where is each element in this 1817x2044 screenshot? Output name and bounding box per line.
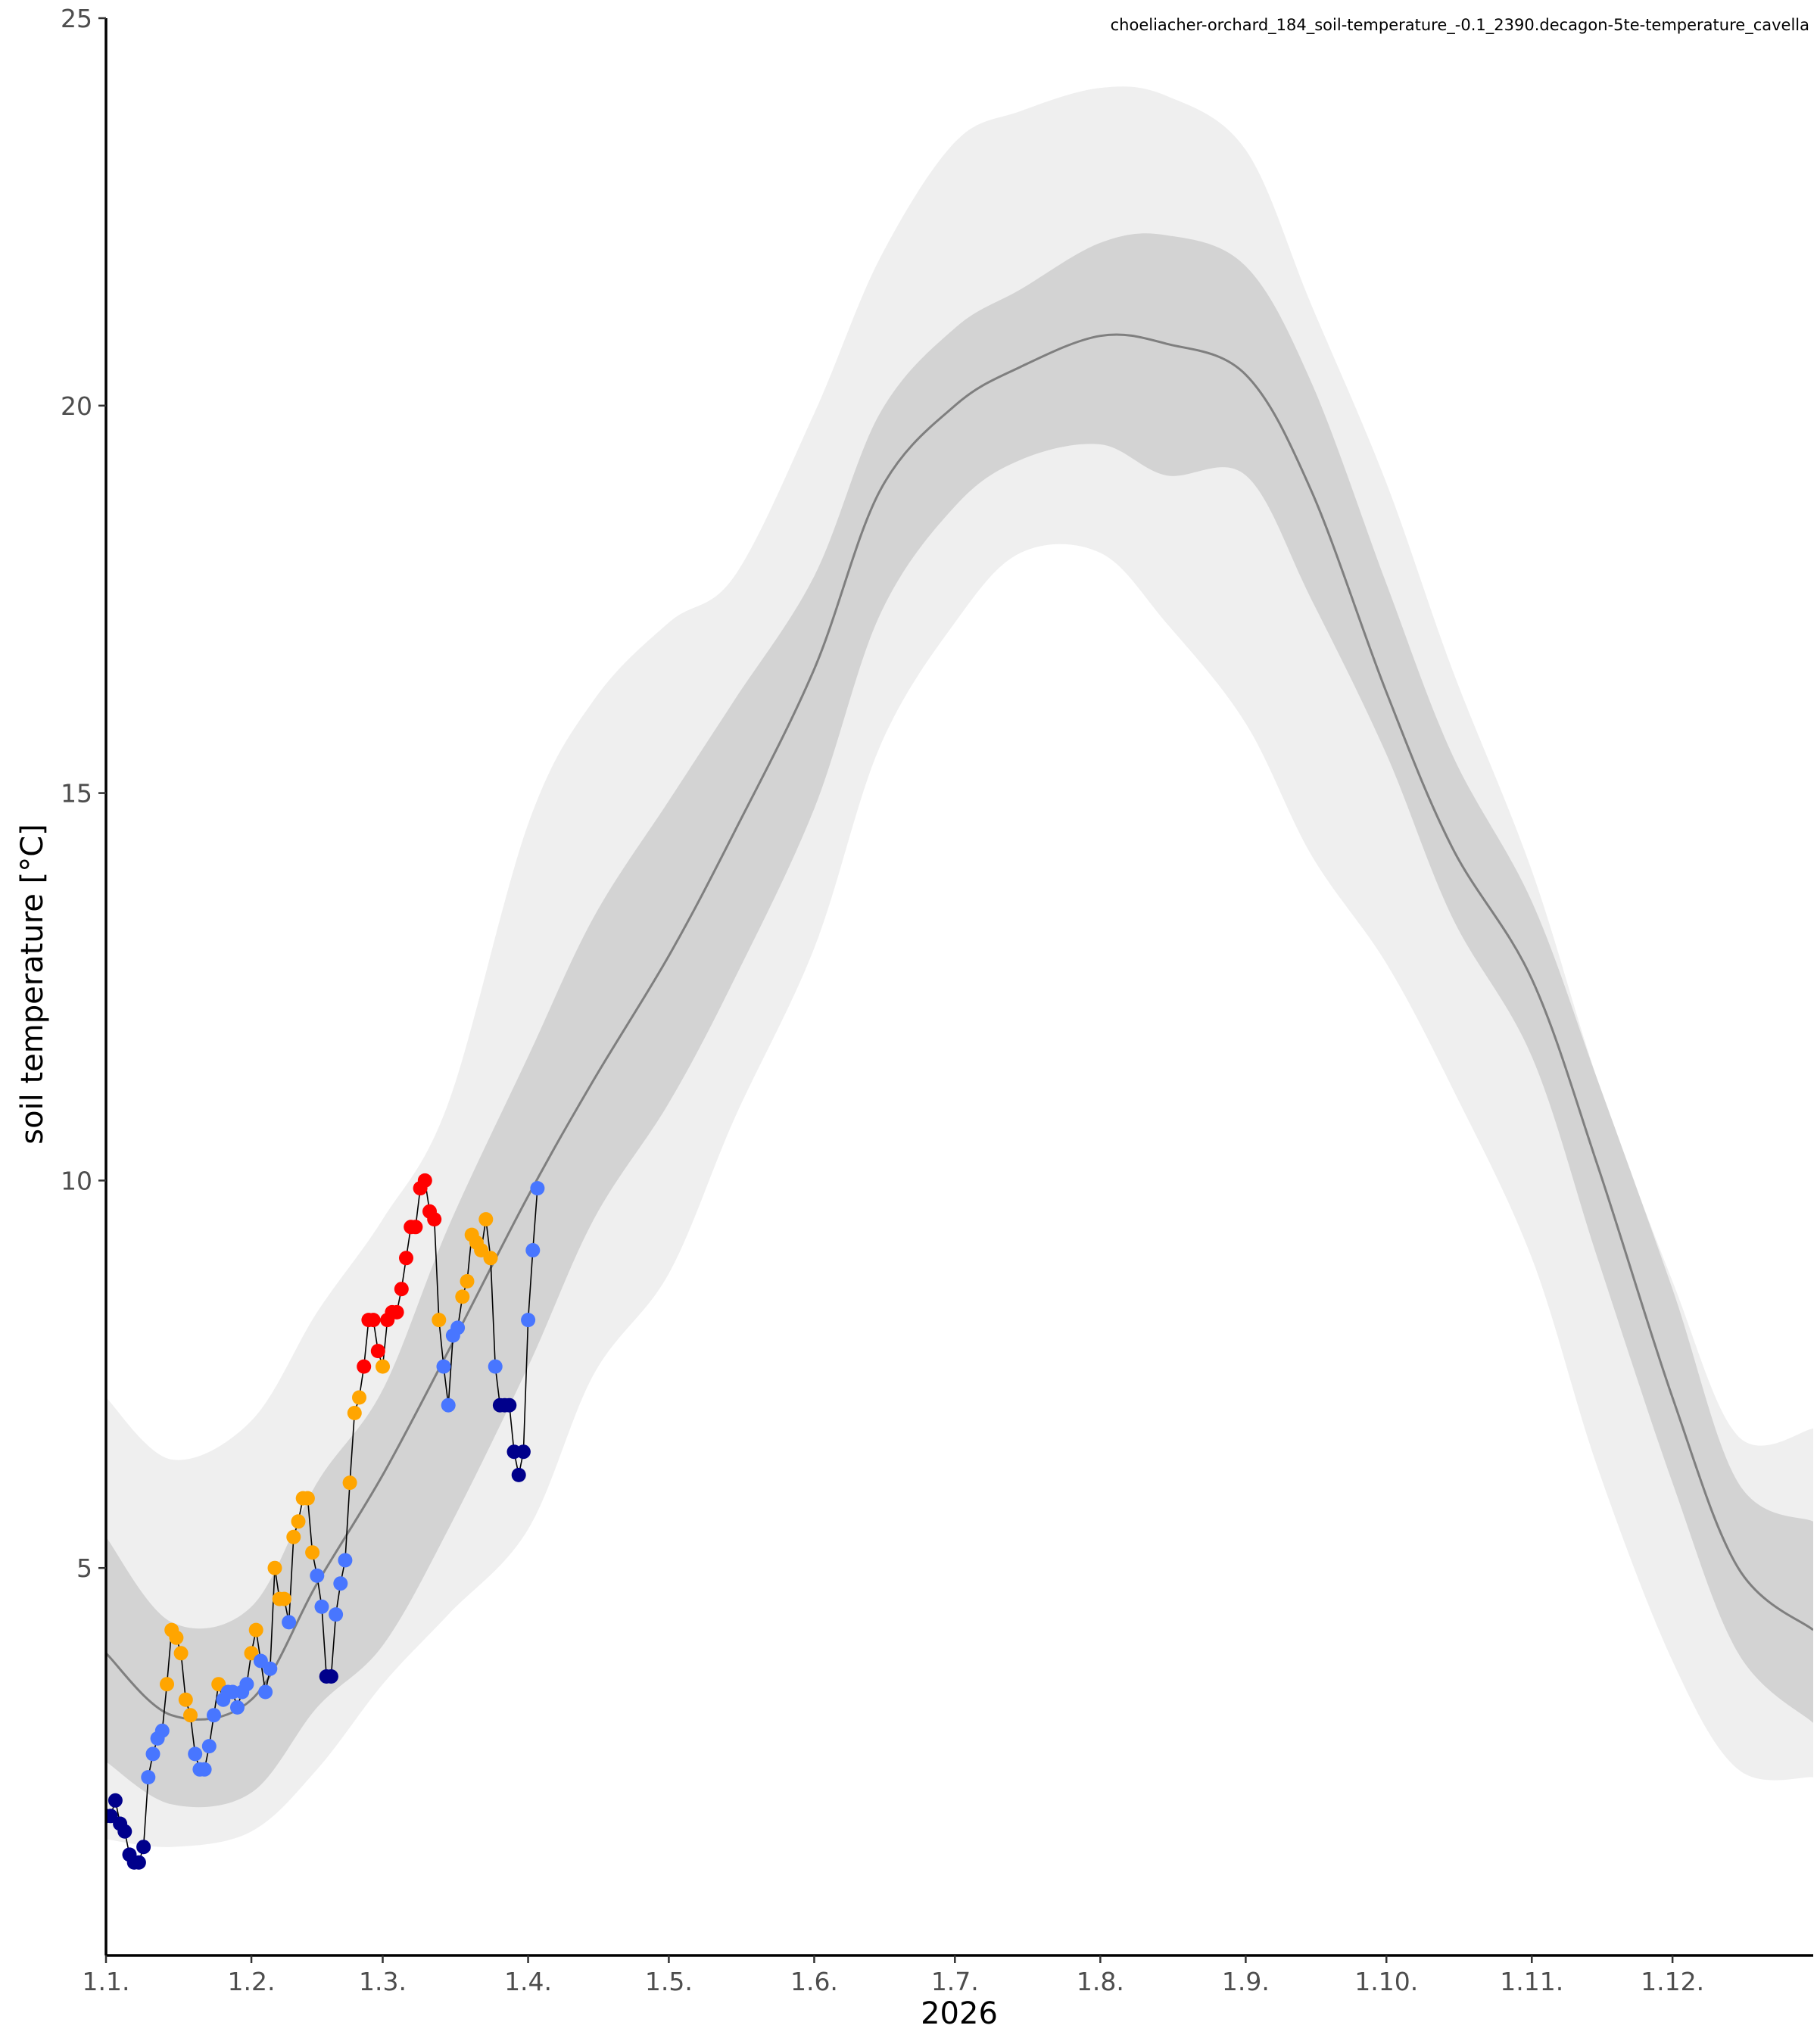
x-tick-label: 1.2.: [228, 1967, 276, 1996]
observed-point: [450, 1320, 466, 1335]
observed-point: [239, 1677, 254, 1692]
x-tick-label: 1.11.: [1500, 1967, 1563, 1996]
x-tick-label: 1.6.: [790, 1967, 838, 1996]
observed-point: [188, 1746, 203, 1762]
observed-point: [408, 1220, 423, 1235]
observed-point: [145, 1746, 161, 1762]
observed-point: [305, 1545, 320, 1560]
x-axis-ticks: 1.1. 1.2. 1.3. 1.4. 1.5. 1.6. 1.7. 1.8. 1.9. 1.10…: [83, 1955, 1704, 1996]
observed-point: [310, 1568, 325, 1583]
observed-point: [183, 1708, 198, 1723]
observed-point: [291, 1514, 306, 1529]
observed-point: [455, 1289, 470, 1304]
y-tick-label: 15: [61, 779, 92, 809]
observed-point: [169, 1630, 184, 1645]
x-tick-label: 1.4.: [504, 1967, 552, 1996]
observed-point: [399, 1251, 413, 1266]
observed-point: [342, 1475, 357, 1491]
observed-point: [347, 1406, 362, 1420]
observed-point: [478, 1212, 494, 1227]
observed-point: [282, 1615, 297, 1630]
observed-point: [525, 1243, 541, 1257]
outer-percentile-band: [106, 86, 1813, 1847]
observed-point: [394, 1282, 409, 1297]
inner-percentile-band: [106, 233, 1813, 1808]
x-tick-label: 1.9.: [1222, 1967, 1270, 1996]
observed-point: [530, 1181, 545, 1196]
y-axis-ticks: 5 10 15 20 25: [61, 4, 106, 1583]
observed-point: [352, 1390, 366, 1405]
observed-point: [502, 1397, 517, 1413]
observed-point: [276, 1591, 291, 1606]
observed-point: [108, 1793, 123, 1808]
x-tick-label: 1.1.: [83, 1967, 130, 1996]
observed-point: [389, 1304, 404, 1320]
observed-point: [436, 1359, 451, 1374]
observed-point: [201, 1739, 217, 1754]
y-tick-label: 20: [61, 391, 92, 421]
x-tick-label: 1.7.: [931, 1967, 979, 1996]
observed-point: [483, 1251, 498, 1266]
median-line: [106, 333, 1813, 1721]
observed-point: [286, 1529, 301, 1544]
observed-point: [178, 1692, 193, 1707]
observed-point: [338, 1553, 353, 1568]
observed-point: [160, 1677, 174, 1692]
x-axis-title: 2026: [921, 1996, 998, 2031]
observed-point: [417, 1173, 432, 1188]
observed-point: [323, 1669, 338, 1684]
observed-point: [427, 1212, 442, 1227]
observed-point: [376, 1359, 390, 1374]
observed-point: [136, 1840, 151, 1855]
observed-point: [329, 1607, 344, 1622]
observed-point: [441, 1397, 456, 1413]
observed-point: [460, 1274, 475, 1288]
y-tick-label: 25: [61, 4, 92, 33]
observed-point: [357, 1359, 372, 1374]
y-axis-title: soil temperature [°C]: [15, 824, 50, 1145]
observed-point: [141, 1770, 156, 1785]
x-tick-label: 1.12.: [1641, 1967, 1704, 1996]
observed-point: [258, 1684, 273, 1700]
observed-point: [263, 1661, 278, 1676]
observed-point: [197, 1762, 212, 1777]
observed-point: [248, 1622, 263, 1637]
observed-point: [154, 1723, 170, 1738]
x-tick-label: 1.10.: [1354, 1967, 1418, 1996]
x-tick-label: 1.8.: [1077, 1967, 1124, 1996]
observed-point: [131, 1855, 146, 1870]
observed-point: [314, 1599, 329, 1614]
observed-point: [207, 1708, 221, 1723]
y-tick-label: 10: [61, 1166, 92, 1195]
observed-point: [267, 1560, 282, 1575]
observed-point: [173, 1646, 189, 1661]
y-tick-label: 5: [76, 1553, 92, 1583]
observed-point: [300, 1491, 315, 1506]
observed-points: [106, 1173, 545, 1870]
observed-point: [488, 1359, 503, 1374]
chart-subtitle: choeliacher-orchard_184_soil-temperature…: [1111, 16, 1809, 35]
observed-point: [333, 1576, 348, 1591]
observed-point: [432, 1313, 447, 1328]
x-tick-label: 1.3.: [359, 1967, 407, 1996]
observed-point: [230, 1700, 245, 1715]
observed-point: [370, 1344, 385, 1359]
observed-point: [516, 1444, 531, 1460]
observed-point: [366, 1313, 381, 1328]
observed-point: [117, 1824, 132, 1839]
observed-point: [511, 1467, 526, 1482]
observed-point: [521, 1313, 536, 1328]
x-tick-label: 1.5.: [645, 1967, 693, 1996]
